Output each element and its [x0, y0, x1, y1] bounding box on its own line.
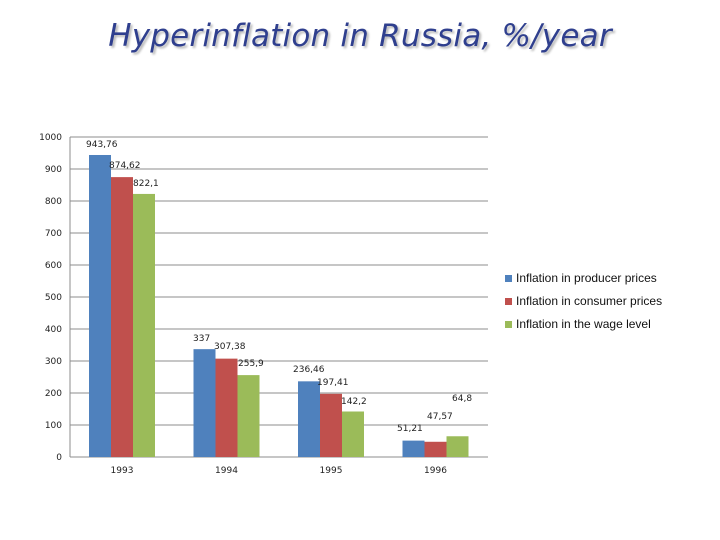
bar — [342, 411, 364, 457]
bars — [89, 154, 469, 458]
x-tick-label: 1996 — [424, 466, 447, 476]
chart-title: Hyperinflation in Russia, %/year — [108, 18, 612, 54]
data-label: 64,8 — [452, 394, 472, 404]
data-label: 943,76 — [86, 140, 118, 150]
y-tick-label: 400 — [45, 325, 62, 335]
data-label: 255,9 — [238, 359, 264, 369]
bar — [402, 440, 425, 457]
y-tick-label: 0 — [56, 453, 62, 463]
y-tick-label: 100 — [45, 421, 62, 431]
data-label: 337 — [193, 334, 210, 344]
y-tick-label: 900 — [45, 165, 62, 175]
data-label: 142,2 — [341, 397, 367, 407]
data-label: 51,21 — [397, 424, 423, 434]
legend-entry: Inflation in producer prices — [516, 271, 657, 285]
y-tick-label: 800 — [45, 197, 62, 207]
x-tick-label: 1995 — [320, 466, 343, 476]
y-tick-label: 200 — [45, 389, 62, 399]
data-label: 874,62 — [109, 161, 141, 171]
legend-swatch — [505, 275, 512, 282]
y-tick-label: 500 — [45, 293, 62, 303]
y-tick-label: 700 — [45, 229, 62, 239]
legend: Inflation in producer prices Inflation in… — [505, 271, 662, 331]
bar — [193, 349, 216, 457]
data-labels: 943,76 337 236,46 51,21 874,62 307,38 197,41 47… — [86, 140, 472, 434]
data-label: 307,38 — [214, 342, 246, 352]
bar — [424, 441, 447, 457]
x-tick-label: 1994 — [215, 466, 238, 476]
y-tick-label: 1000 — [39, 133, 62, 143]
bar — [133, 193, 155, 458]
data-label: 47,57 — [427, 412, 453, 422]
x-tick-label: 1993 — [111, 466, 134, 476]
bar — [446, 436, 469, 457]
legend-swatch — [505, 321, 512, 328]
bar — [298, 381, 320, 457]
bar — [111, 177, 133, 458]
bar — [215, 358, 238, 457]
bar — [320, 393, 342, 457]
y-tick-label: 600 — [45, 261, 62, 271]
data-label: 822,1 — [133, 179, 159, 189]
data-label: 197,41 — [317, 378, 349, 388]
bar — [89, 154, 111, 457]
data-label: 236,46 — [293, 365, 325, 375]
x-axis-ticks: 1993 1994 1995 1996 — [111, 466, 448, 476]
legend-entry: Inflation in the wage level — [516, 317, 651, 331]
bar — [237, 375, 260, 457]
legend-entry: Inflation in consumer prices — [516, 294, 662, 308]
legend-swatch — [505, 298, 512, 305]
y-axis-ticks: 0 100 200 300 400 500 600 700 800 900 1000 — [39, 133, 62, 463]
y-tick-label: 300 — [45, 357, 62, 367]
